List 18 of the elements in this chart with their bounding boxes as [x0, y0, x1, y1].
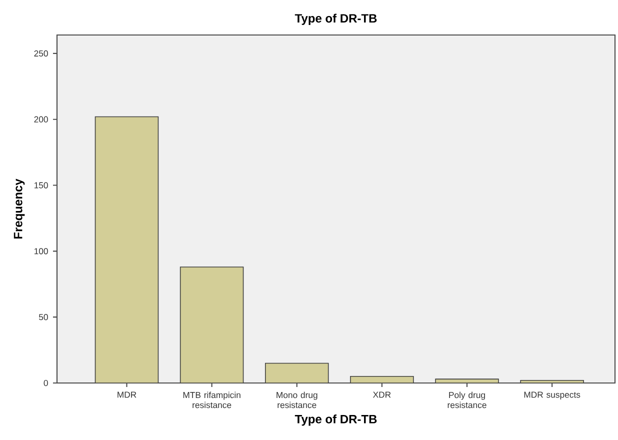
bar: [180, 266, 244, 383]
x-tick-label: Poly drug resistance: [448, 392, 486, 408]
bar: [265, 363, 328, 383]
y-tick-label: 0: [44, 380, 48, 386]
chart-title: Type of DR-TB: [294, 14, 377, 25]
y-tick-label: 150: [34, 182, 48, 188]
x-tick-label: MDR: [118, 392, 136, 398]
x-tick-label: MTB rifampicin resistance: [183, 392, 240, 408]
x-axis-title: Type of DR-TB: [294, 414, 377, 426]
bar: [94, 116, 159, 383]
x-tick-label: XDR: [372, 392, 391, 398]
x-tick-label: MDR suspects: [524, 392, 580, 400]
x-tick-label: Mono drug resistance: [276, 392, 318, 408]
y-axis-title: Frequency: [14, 178, 25, 239]
y-tick-label: 200: [34, 116, 48, 122]
y-tick-label: 50: [39, 314, 48, 320]
y-tick-label: 250: [34, 50, 48, 57]
y-tick-label: 100: [34, 248, 48, 254]
